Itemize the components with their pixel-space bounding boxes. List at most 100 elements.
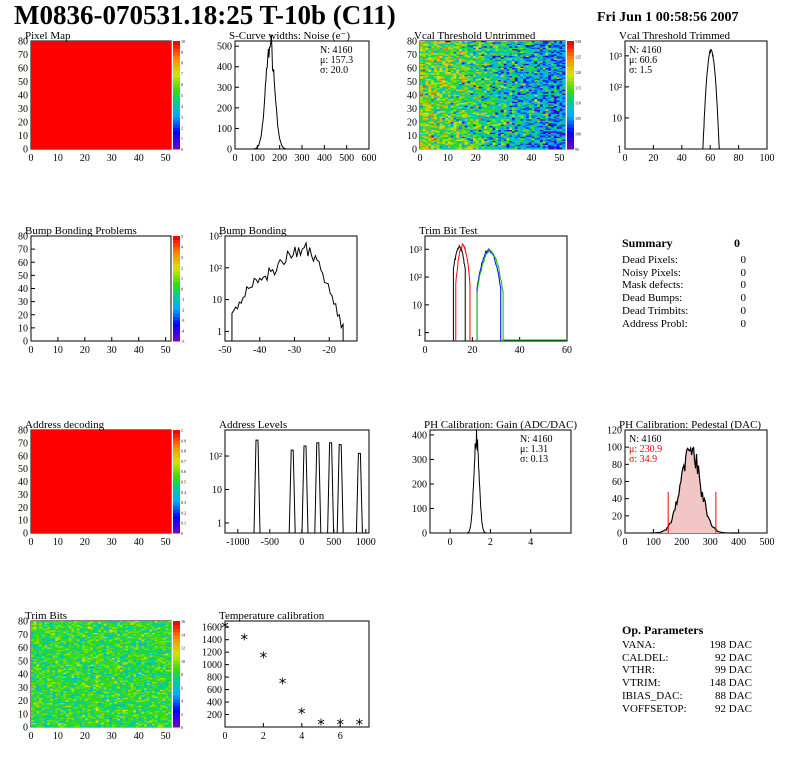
heatmap-cell (489, 54, 493, 57)
heatmap-cell (425, 131, 429, 134)
heatmap-cell (74, 627, 78, 630)
heatmap-cell (498, 49, 502, 51)
x-tick-label: 400 (317, 153, 332, 164)
y-tick-label: 80 (18, 426, 28, 437)
heatmap-cell (509, 47, 513, 50)
z-tick-label: 1 (181, 276, 183, 281)
heatmap-cell (517, 119, 521, 121)
heatmap-cell (542, 96, 546, 98)
heatmap-cell (453, 131, 457, 134)
heatmap-cell (559, 113, 563, 116)
heatmap-cell (475, 70, 479, 73)
heatmap-cell (514, 70, 518, 73)
heatmap-cell (52, 623, 56, 626)
heatmap-cell (484, 89, 488, 92)
heatmap-cell (472, 126, 477, 128)
heatmap-cell (503, 127, 507, 130)
heatmap-cell (525, 113, 530, 116)
heatmap-cell (436, 95, 440, 97)
heatmap-cell (66, 626, 69, 628)
heatmap-cell (447, 100, 451, 103)
heatmap-cell (425, 126, 429, 128)
heatmap-cell (439, 142, 443, 144)
heatmap-cell (431, 111, 435, 113)
heatmap-cell (495, 62, 499, 65)
heatmap-cell (495, 47, 499, 50)
heatmap-cell (33, 624, 37, 627)
heatmap-cell (489, 115, 493, 117)
heatmap-cell (453, 115, 457, 117)
heatmap-cell (548, 132, 552, 135)
heatmap-cell (520, 65, 524, 67)
heatmap-cell (553, 93, 557, 96)
heatmap-cell (472, 81, 477, 84)
heatmap-cell (425, 144, 429, 147)
heatmap-cell (450, 53, 454, 55)
heatmap-cell (559, 82, 563, 85)
heatmap-cell (467, 58, 471, 61)
heatmap-cell (428, 127, 432, 130)
heatmap-cell (71, 627, 75, 630)
heatmap-cell (531, 92, 535, 94)
z-tick-label: 130 (575, 39, 581, 44)
heatmap-cell (472, 86, 477, 89)
heatmap-cell (431, 53, 435, 55)
heatmap-cell (420, 84, 424, 86)
heatmap-cell (559, 47, 563, 50)
heatmap-cell (545, 128, 549, 131)
heatmap-cell (556, 73, 560, 76)
heatmap-cell (461, 84, 465, 86)
z-scale-swatch (173, 87, 180, 92)
heatmap-cell (431, 70, 435, 73)
heatmap-cell (442, 100, 446, 103)
heatmap-cell (514, 69, 518, 71)
heatmap-cell (459, 45, 463, 47)
z-scale-swatch (173, 529, 180, 534)
heatmap-cell (481, 76, 485, 78)
heatmap-cell (486, 85, 491, 88)
heatmap-cell (428, 144, 432, 147)
heatmap-cell (553, 55, 557, 58)
heatmap-cell (523, 132, 527, 135)
heatmap-cell (122, 627, 126, 630)
heatmap-cell (472, 111, 477, 113)
heatmap-cell (470, 72, 474, 74)
heatmap-cell (470, 70, 474, 73)
heatmap-cell (492, 122, 496, 124)
heatmap-cell (553, 100, 557, 103)
heatmap-cell (464, 143, 468, 146)
heatmap-cell (459, 85, 463, 88)
heatmap-cell (537, 126, 541, 128)
heatmap-cell (542, 78, 546, 81)
heatmap-cell (514, 103, 518, 105)
heatmap-cell (439, 92, 443, 94)
heatmap-cell (82, 626, 86, 628)
heatmap-cell (475, 86, 479, 89)
heatmap-cell (422, 70, 426, 73)
heatmap-cell (461, 76, 465, 78)
heatmap-cell (472, 131, 477, 134)
heatmap-cell (539, 127, 543, 130)
heatmap-cell (478, 109, 482, 112)
heatmap-cell (551, 47, 555, 50)
heatmap-cell (71, 622, 75, 624)
heatmap-cell (445, 41, 449, 43)
heatmap-cell (433, 68, 438, 70)
heatmap-cell (506, 43, 510, 46)
stats-N: N: 4160 (520, 434, 553, 445)
heatmap-cell (517, 90, 521, 93)
heatmap-cell (484, 100, 488, 103)
heatmap-cell (484, 113, 488, 116)
heatmap-cell (548, 140, 552, 143)
heatmap-cell (542, 61, 546, 63)
heatmap-cell (470, 74, 474, 77)
heatmap-cell (559, 138, 563, 140)
heatmap-cell (525, 72, 530, 74)
heatmap-cell (422, 62, 426, 65)
heatmap-cell (545, 50, 549, 53)
heatmap-cell (509, 99, 513, 101)
heatmap-cell (539, 49, 543, 51)
heatmap-cell (525, 70, 530, 73)
heatmap-cell (431, 76, 435, 78)
